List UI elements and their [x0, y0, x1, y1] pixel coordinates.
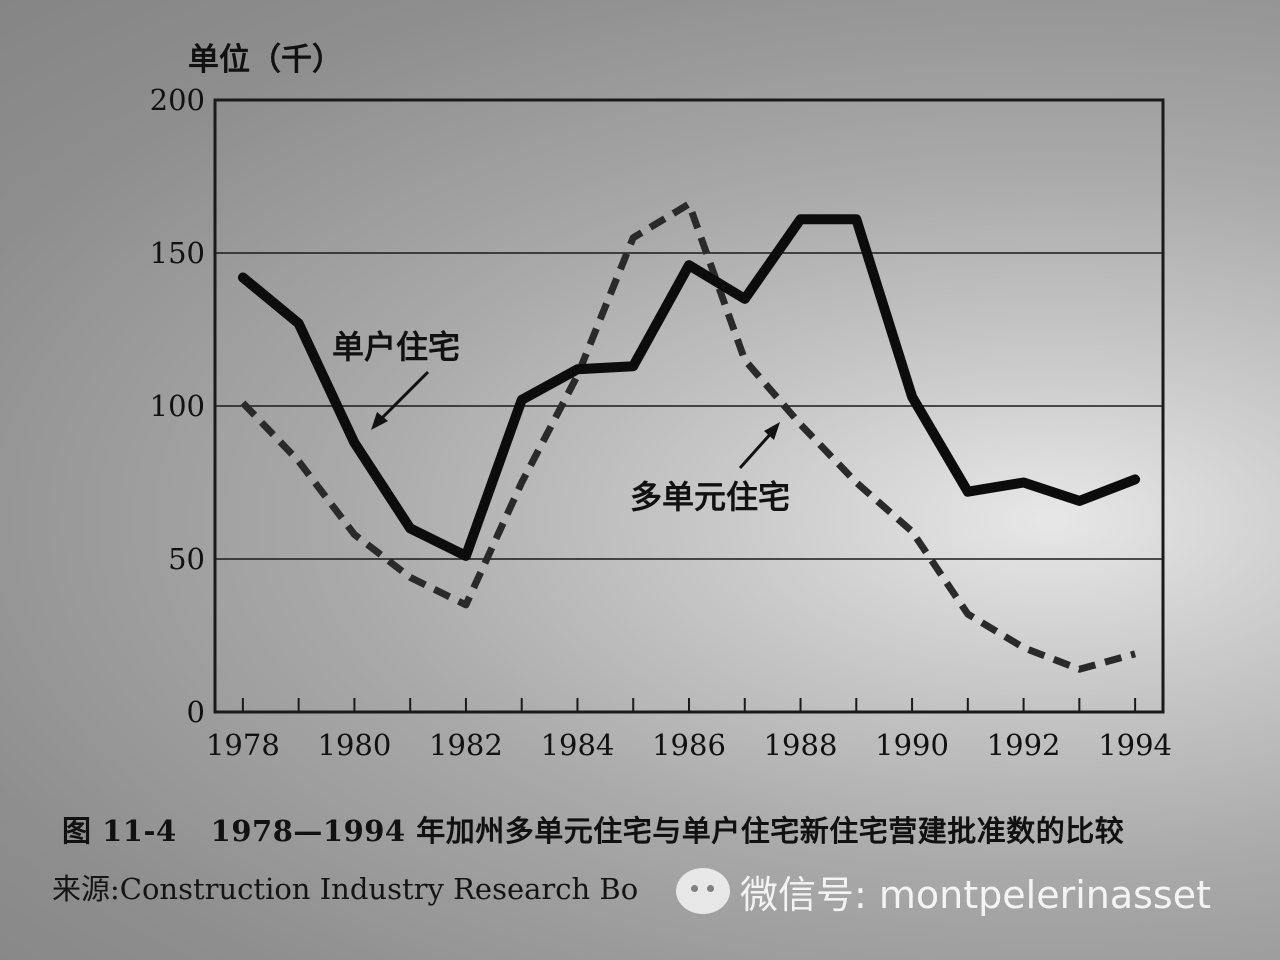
wechat-watermark: 微信号: montpelerinasset [676, 866, 1211, 917]
x-tick-label: 1984 [541, 728, 615, 762]
y-tick-label: 0 [187, 695, 205, 729]
arrowhead-single-family [371, 412, 388, 430]
figure-title: 1978—1994 年加州多单元住宅与单户住宅新住宅营建批准数的比较 [210, 814, 1125, 848]
y-tick-label: 100 [150, 389, 205, 423]
wechat-icon [676, 868, 730, 914]
x-tick-label: 1994 [1098, 728, 1172, 762]
series-label-multi-unit: 多单元住宅 [630, 478, 790, 516]
y-tick-label: 50 [168, 542, 205, 576]
x-tick-label: 1990 [875, 728, 949, 762]
arrowhead-multi-unit [764, 422, 780, 440]
figure-number: 图 11-4 [62, 814, 177, 848]
series-line-single-family [237, 214, 1141, 561]
arrow-line-single-family [376, 370, 430, 424]
y-axis-label: 单位（千） [188, 42, 343, 78]
figure-caption: 图 11-4 1978—1994 年加州多单元住宅与单户住宅新住宅营建批准数的比较 [62, 808, 1124, 850]
watermark-text: 微信号: montpelerinasset [740, 872, 1211, 917]
y-tick-label: 150 [150, 236, 205, 270]
line-chart: 0 50 100 150 200 1978 1980 1982 1984 1986 1988 1990… [150, 42, 1172, 762]
y-tick-label: 200 [150, 83, 205, 117]
x-tick-label: 1980 [318, 728, 392, 762]
x-tick-label: 1982 [429, 728, 503, 762]
x-tick-label: 1988 [764, 728, 838, 762]
arrow-line-multi-unit [738, 428, 776, 470]
x-tick-label: 1978 [206, 728, 280, 762]
series-line-multi-unit [240, 200, 1137, 673]
x-tick-label: 1992 [987, 728, 1061, 762]
series-label-single-family: 单户住宅 [332, 328, 460, 366]
x-tick-label: 1986 [652, 728, 726, 762]
source-note: 来源:Construction Industry Research Bo [52, 872, 639, 906]
